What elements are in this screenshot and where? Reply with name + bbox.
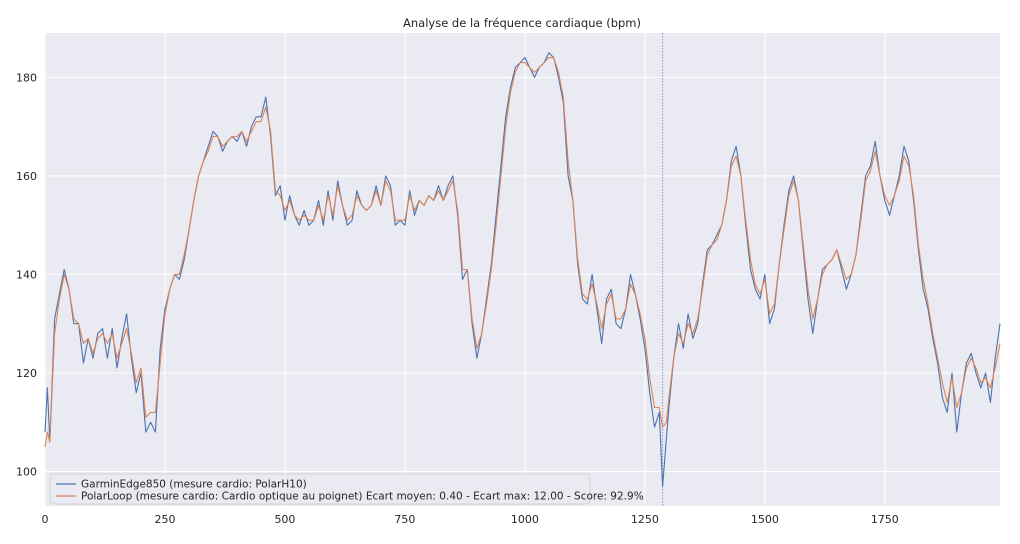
x-tick-label: 750 [394,513,415,526]
legend-label-polar: PolarLoop (mesure cardio: Cardio optique… [81,491,644,503]
x-tick-label: 1500 [751,513,779,526]
y-tick-label: 140 [16,268,37,281]
legend-label-garmin: GarminEdge850 (mesure cardio: PolarH10) [81,479,307,491]
grid-lines [44,33,1000,506]
y-tick-label: 180 [16,71,37,84]
x-tick-label: 1250 [631,513,659,526]
series-lines [44,52,1001,487]
chart-title: Analyse de la fréquence cardiaque (bpm) [403,16,641,30]
legend-box [49,473,591,505]
x-tick-label: 1750 [871,513,899,526]
y-tick-label: 160 [16,170,37,183]
x-tick-label: 1000 [511,513,539,526]
legend: GarminEdge850 (mesure cardio: PolarH10) … [49,473,644,505]
x-tick-label: 250 [154,513,175,526]
plot-area [45,33,1000,506]
y-tick-label: 100 [16,466,37,479]
x-tick-label: 500 [274,513,295,526]
axis-ticks: 0 250 500 750 1000 1250 1500 1750 100 120 140 160 18… [16,71,899,526]
x-tick-label: 0 [42,513,49,526]
series-line-polar [44,57,1001,447]
y-tick-label: 120 [16,367,37,380]
